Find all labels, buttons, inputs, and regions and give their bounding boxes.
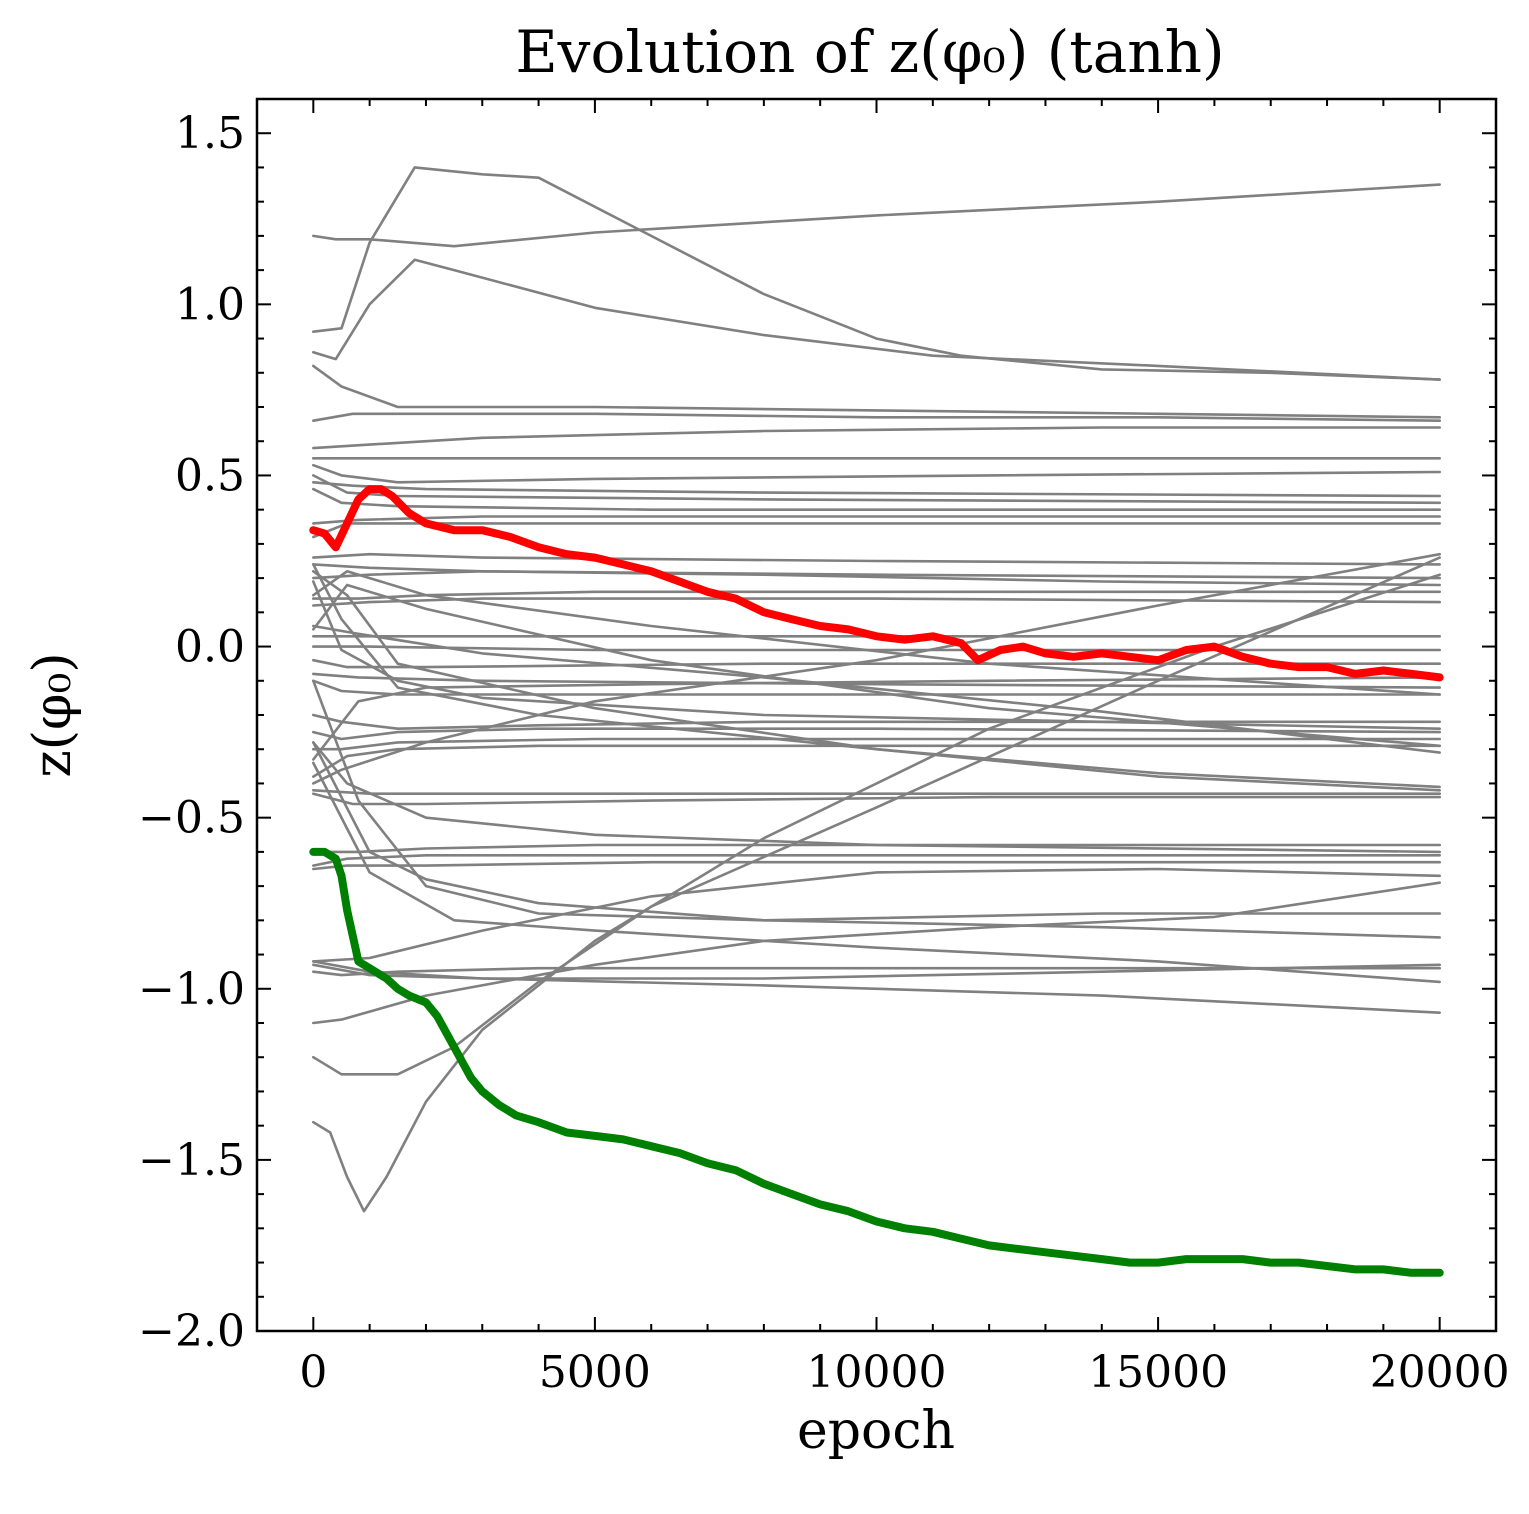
series-line-trace-51 [311, 573, 1441, 1213]
y-axis-label: z(φ₀) [23, 652, 83, 777]
series-line-trace-06 [311, 426, 1441, 450]
y-tick-label: −1.5 [138, 1135, 245, 1186]
series-line-trace-34 [311, 569, 1441, 792]
series-line-trace-24 [311, 645, 1441, 652]
series-line-trace-43 [311, 741, 1441, 939]
series-line-trace-39 [311, 843, 1441, 854]
series-line-trace-20 [311, 569, 1441, 696]
x-tick-label: 5000 [539, 1347, 651, 1398]
series-line-red [309, 485, 1444, 682]
series-line-trace-44 [311, 761, 1441, 984]
y-tick-label: −1.0 [138, 964, 245, 1015]
y-tick-label: 1.5 [175, 108, 245, 159]
series-line-trace-19 [311, 597, 1441, 607]
plot-frame [255, 97, 1498, 1333]
series-line-trace-45 [311, 867, 1441, 963]
series-line-trace-50 [311, 556, 1441, 1076]
series-line-trace-15 [311, 552, 1441, 566]
y-tick-label: 1.0 [175, 279, 245, 330]
x-tick-label: 0 [299, 1347, 327, 1398]
series-line-trace-03 [311, 258, 1441, 381]
series-line-trace-01 [311, 166, 1441, 381]
series-line-trace-32 [311, 744, 1441, 778]
series-line-trace-28 [311, 676, 1441, 761]
series-line-trace-47 [311, 966, 1441, 977]
series-line-trace-12 [311, 515, 1441, 525]
series-line-trace-08 [311, 463, 1441, 484]
y-tick-label: −2.0 [138, 1306, 245, 1357]
x-axis-label: epoch [797, 1401, 955, 1461]
series-line-trace-02 [311, 183, 1441, 248]
series-line-trace-04 [311, 364, 1441, 419]
series-line-trace-49 [311, 963, 1441, 1015]
series-line-trace-40 [311, 853, 1441, 867]
y-tick-label: 0.5 [175, 450, 245, 501]
series-line-trace-25 [311, 658, 1441, 669]
series-line-trace-09 [311, 480, 1441, 498]
series-line-trace-48 [311, 960, 1441, 980]
series-line-green [309, 847, 1444, 1277]
series-line-trace-37 [311, 580, 1441, 731]
y-tick-label: −0.5 [138, 793, 245, 844]
series-line-trace-42 [311, 679, 1441, 922]
series-line-trace-14 [311, 552, 1441, 785]
series-line-trace-30 [311, 727, 1441, 741]
x-tick-label: 10000 [807, 1347, 947, 1398]
y-tick-label: 0.0 [175, 622, 245, 673]
series-line-trace-46 [311, 881, 1441, 1025]
series-line-trace-22 [311, 624, 1441, 754]
series-line-trace-26 [311, 672, 1441, 689]
x-tick-label: 15000 [1088, 1347, 1228, 1398]
chart-title: Evolution of z(φ₀) (tanh) [515, 18, 1224, 86]
series-line-trace-35 [311, 788, 1441, 796]
x-tick-label: 20000 [1370, 1347, 1510, 1398]
series-line-trace-29 [311, 713, 1441, 731]
series-layer [309, 166, 1444, 1277]
series-line-trace-05 [311, 412, 1441, 423]
series-line-trace-41 [311, 860, 1441, 871]
series-line-trace-36 [311, 792, 1441, 806]
series-line-trace-33 [311, 563, 1441, 789]
series-line-trace-18 [311, 590, 1441, 600]
tick-layer: 0 5000 10000 15000 20000 −2.0 −1.5 −1.0 −0.5 0.0 0… [138, 98, 1510, 1398]
